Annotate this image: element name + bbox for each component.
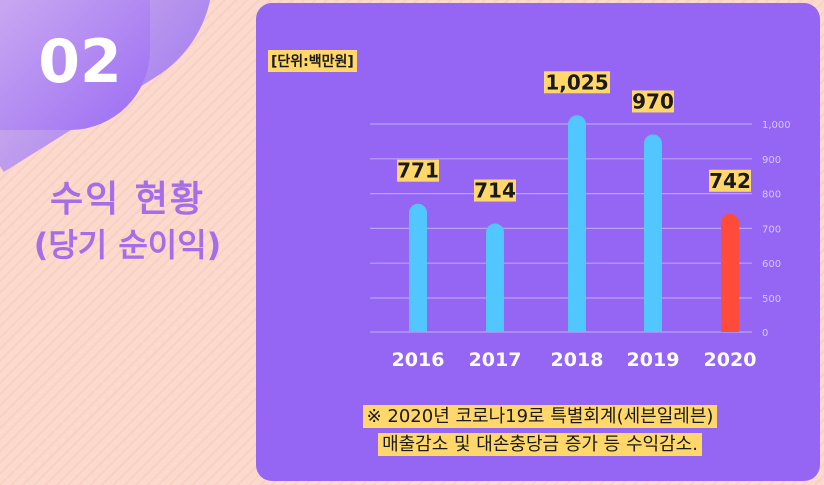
y-tick-label: 900 bbox=[762, 155, 781, 166]
data-label-bg bbox=[709, 169, 751, 192]
note-line-2: 매출감소 및 대손충당금 증가 등 수익감소. bbox=[270, 430, 810, 456]
bar-2020 bbox=[721, 213, 739, 332]
page-title: 수익 현황 bbox=[49, 179, 205, 220]
section-badge: 02 bbox=[0, 0, 150, 130]
data-label: 970 bbox=[632, 89, 674, 113]
data-label-bg bbox=[474, 179, 516, 202]
y-tick-label: 500 bbox=[762, 294, 781, 305]
y-tick-label: 800 bbox=[762, 190, 781, 201]
bar-2016 bbox=[409, 203, 427, 332]
bar-2017 bbox=[486, 223, 504, 332]
data-label-bg bbox=[397, 159, 439, 182]
page-subtitle: (당기 순이익) bbox=[33, 226, 222, 264]
x-tick-label: 2016 bbox=[392, 349, 445, 371]
bar-base-2018 bbox=[568, 322, 586, 332]
bar-base-2017 bbox=[486, 322, 504, 332]
y-tick-label: 1,000 bbox=[762, 120, 791, 131]
x-tick-label: 2020 bbox=[704, 349, 757, 371]
unit-label: [단위:백만원] bbox=[268, 50, 357, 72]
data-label-bg bbox=[632, 90, 674, 113]
bar-base-2019 bbox=[644, 322, 662, 332]
note-line-1: ※ 2020년 코로나19로 특별회계(세븐일레븐) bbox=[270, 402, 810, 428]
data-label: 742 bbox=[709, 169, 751, 193]
x-tick-label: 2018 bbox=[551, 349, 604, 371]
data-label: 714 bbox=[474, 179, 516, 203]
bar-base-2020 bbox=[721, 322, 739, 332]
x-tick-label: 2017 bbox=[469, 349, 522, 371]
bar-2019 bbox=[644, 134, 662, 332]
bar-2018 bbox=[568, 115, 586, 332]
data-label-bg bbox=[544, 71, 610, 94]
y-tick-label: 700 bbox=[762, 224, 781, 235]
y-tick-label: 0 bbox=[762, 328, 768, 339]
data-label: 771 bbox=[397, 159, 439, 183]
x-tick-label: 2019 bbox=[627, 349, 680, 371]
section-number: 02 bbox=[38, 27, 122, 97]
bar-base-2016 bbox=[409, 322, 427, 332]
data-label: 1,025 bbox=[545, 70, 608, 94]
y-tick-label: 600 bbox=[762, 259, 781, 270]
